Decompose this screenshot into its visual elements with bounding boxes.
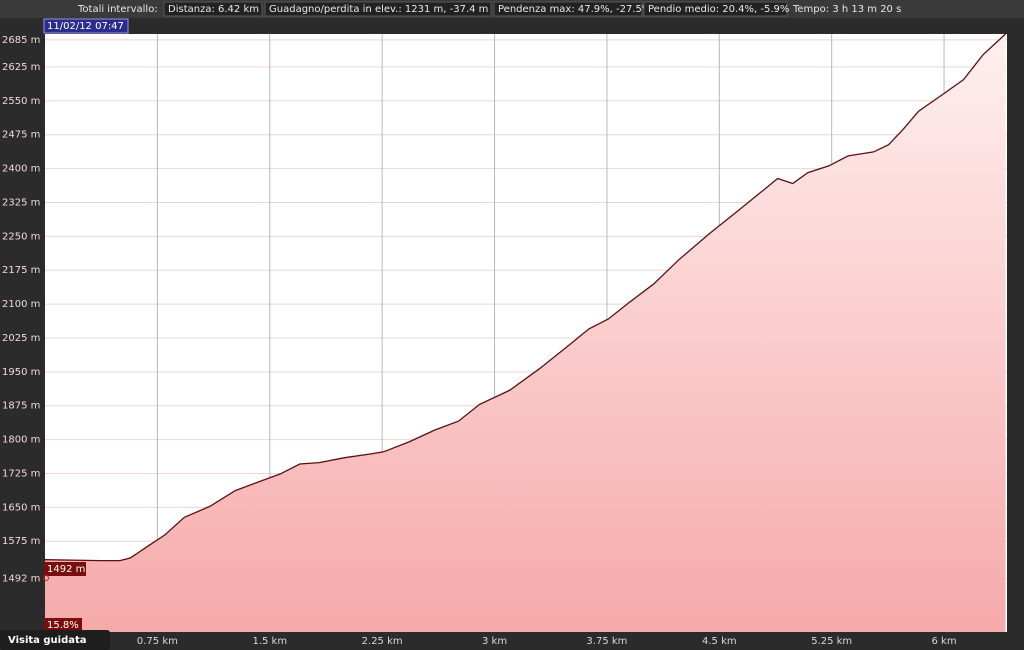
x-tick-label: 3 km (482, 636, 507, 647)
x-tick-label: 4.5 km (702, 636, 737, 647)
y-tick-label: 2550 m (2, 96, 40, 107)
header-label: Totali intervallo: (77, 4, 158, 15)
cursor-date: 11/02/12 07:47 (47, 21, 124, 32)
header-stat: Pendenza max: 47.9%, -27.5% (498, 4, 651, 15)
header-stat: Tempo: 3 h 13 m 20 s (792, 4, 901, 15)
y-tick-label: 1725 m (2, 468, 40, 479)
right-band (1007, 18, 1024, 650)
cursor-dot (43, 575, 49, 581)
stat-box (643, 1, 788, 17)
x-tick-label: 6 km (932, 636, 957, 647)
cursor-elevation: 1492 m (47, 564, 85, 575)
y-tick-label: 2685 m (2, 35, 40, 46)
y-tick-label: 2625 m (2, 62, 40, 73)
guide-button-label[interactable]: Visita guidata (8, 635, 87, 646)
y-tick-label: 2250 m (2, 231, 40, 242)
y-tick-label: 2100 m (2, 299, 40, 310)
y-tick-label: 1800 m (2, 435, 40, 446)
elev-box (44, 562, 86, 576)
elevation-line (44, 33, 1006, 562)
y-tick-label: 2325 m (2, 197, 40, 208)
x-tick-label: 2.25 km (362, 636, 403, 647)
y-tick-label: 2475 m (2, 130, 40, 141)
x-tick-label: 3.75 km (586, 636, 627, 647)
y-tick-label: 2025 m (2, 333, 40, 344)
x-tick-label: 5.25 km (811, 636, 852, 647)
y-tick-label: 1950 m (2, 367, 40, 378)
stat-box (264, 1, 492, 17)
y-tick-label: 2175 m (2, 265, 40, 276)
x-tick-label: 1.5 km (252, 636, 287, 647)
guide-button[interactable] (0, 630, 110, 650)
y-axis-band (0, 18, 45, 650)
cursor-slope: 15.8% (47, 620, 79, 631)
area-fill (45, 34, 1006, 632)
y-tick-label: 2400 m (2, 164, 40, 175)
stat-box (493, 1, 643, 17)
header-stat: Pendio medio: 20.4%, -5.9% (648, 4, 789, 15)
y-tick-label: 1650 m (2, 502, 40, 513)
date-box (43, 18, 129, 34)
slope-box (44, 618, 82, 632)
header-stat: Distanza: 6.42 km (168, 4, 259, 15)
x-axis-band (0, 632, 1024, 650)
y-tick-label: 1492 m (2, 574, 40, 585)
y-tick-label: 1575 m (2, 536, 40, 547)
header-stat: Guadagno/perdita in elev.: 1231 m, -37.4… (269, 4, 488, 15)
stat-box (163, 1, 263, 17)
y-tick-label: 1875 m (2, 401, 40, 412)
x-tick-label: 0.75 km (137, 636, 178, 647)
